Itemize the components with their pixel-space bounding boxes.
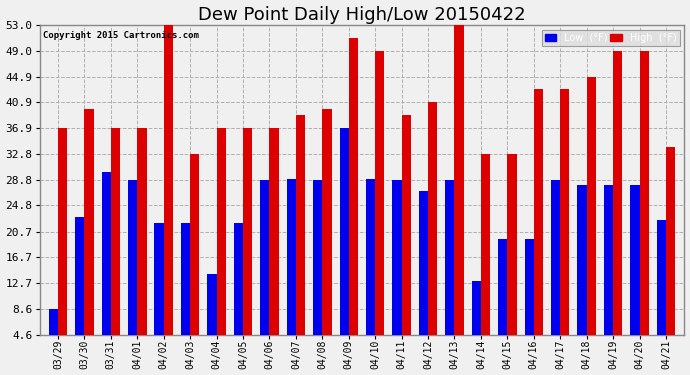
Bar <box>84 109 94 334</box>
Bar <box>507 154 517 334</box>
Bar <box>498 239 507 334</box>
Bar <box>58 128 67 334</box>
Bar <box>101 172 111 334</box>
Bar <box>339 128 348 334</box>
Bar <box>207 274 217 334</box>
Bar <box>270 128 279 334</box>
Bar <box>666 147 676 334</box>
Bar <box>586 77 596 334</box>
Bar <box>217 128 226 334</box>
Bar <box>243 128 253 334</box>
Bar <box>234 223 243 334</box>
Bar <box>640 51 649 334</box>
Bar <box>578 185 586 334</box>
Bar <box>419 191 428 334</box>
Bar <box>128 180 137 334</box>
Bar <box>428 102 437 334</box>
Bar <box>296 115 305 334</box>
Bar <box>534 89 543 334</box>
Bar <box>524 239 534 334</box>
Bar <box>111 128 120 334</box>
Bar <box>313 180 322 334</box>
Bar <box>560 89 569 334</box>
Bar <box>551 180 560 334</box>
Bar <box>260 180 270 334</box>
Bar <box>375 51 384 334</box>
Bar <box>286 178 296 334</box>
Text: Copyright 2015 Cartronics.com: Copyright 2015 Cartronics.com <box>43 31 199 40</box>
Bar <box>613 51 622 334</box>
Bar <box>393 180 402 334</box>
Bar <box>49 309 58 334</box>
Bar <box>604 185 613 334</box>
Bar <box>164 25 173 334</box>
Bar <box>455 25 464 334</box>
Bar <box>181 223 190 334</box>
Bar <box>472 281 481 334</box>
Title: Dew Point Daily High/Low 20150422: Dew Point Daily High/Low 20150422 <box>198 6 526 24</box>
Bar <box>445 180 455 334</box>
Bar <box>322 109 332 334</box>
Bar <box>657 220 666 334</box>
Bar <box>190 154 199 334</box>
Bar <box>348 38 358 334</box>
Bar <box>366 178 375 334</box>
Legend: Low  (°F), High  (°F): Low (°F), High (°F) <box>542 30 680 46</box>
Bar <box>75 217 84 334</box>
Bar <box>155 223 164 334</box>
Bar <box>630 185 640 334</box>
Bar <box>137 128 146 334</box>
Bar <box>481 154 490 334</box>
Bar <box>402 115 411 334</box>
